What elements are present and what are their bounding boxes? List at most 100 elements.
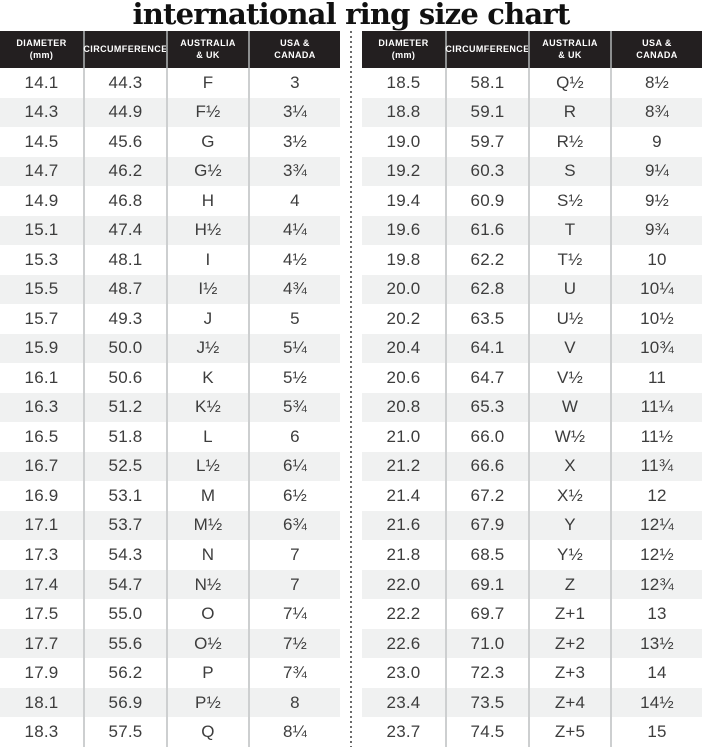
table-cell: 14½: [610, 687, 702, 718]
table-body: 14.1 44.3 F 3 14.3 44.9 F½ 3¼ 14.5 45.6 G 3½ 14.7 46.…: [0, 68, 340, 747]
table-cell: 12½: [610, 540, 702, 570]
table-row: 15.3 48.1 I 4½: [0, 245, 340, 275]
table-cell: 16.3: [24, 397, 59, 417]
table-cell: F½: [166, 97, 248, 128]
table-cell: G½: [166, 156, 248, 187]
table-row: 14.1 44.3 F 3: [0, 68, 340, 98]
ring-size-table-right: DIAMETER (mm) CIRCUMFERENCE AUSTRALIA & UK US…: [362, 31, 702, 747]
column-header: CIRCUMFERENCE: [83, 31, 167, 68]
table-cell: 19.4: [386, 190, 421, 210]
table-cell: 53.7: [83, 510, 166, 541]
column-header: AUSTRALIA & UK: [166, 31, 248, 68]
table-cell: 15.1: [24, 220, 59, 240]
table-row: 17.5 55.0 O 7¼: [0, 599, 340, 629]
table-cell: 3½: [248, 127, 340, 157]
table-cell: 10: [610, 245, 702, 275]
table-cell: 54.7: [83, 569, 166, 600]
table-cell: S: [528, 156, 610, 187]
table-cell: 9¼: [610, 156, 702, 187]
table-cell: 7: [248, 540, 340, 570]
table-cell: 18.3: [24, 722, 59, 742]
table-cell: 47.4: [83, 215, 166, 246]
table-cell: 60.9: [445, 186, 528, 216]
table-cell: M½: [166, 510, 248, 541]
table-cell: 55.0: [83, 599, 166, 629]
table-row: 21.0 66.0 W½ 11½: [362, 422, 702, 452]
table-row: 21.6 67.9 Y 12¼: [362, 510, 702, 541]
table-header-row: DIAMETER (mm) CIRCUMFERENCE AUSTRALIA & UK US…: [362, 31, 702, 68]
table-cell: 14.7: [24, 161, 59, 181]
table-cell: P: [166, 658, 248, 688]
table-cell: 17.1: [24, 515, 59, 535]
table-cell: 11¼: [610, 392, 702, 423]
table-row: 19.6 61.6 T 9¾: [362, 215, 702, 246]
table-cell: 14.9: [24, 190, 59, 210]
table-cell: 17.7: [24, 633, 59, 653]
table-cell: I½: [166, 274, 248, 305]
table-cell: 64.1: [445, 333, 528, 364]
table-cell: 15.5: [24, 279, 59, 299]
table-cell: 14.3: [24, 102, 59, 122]
table-cell: 44.9: [83, 97, 166, 128]
table-row: 14.3 44.9 F½ 3¼: [0, 97, 340, 128]
column-header: CIRCUMFERENCE: [445, 31, 529, 68]
table-cell: 20.8: [386, 397, 421, 417]
column-header: DIAMETER (mm): [16, 37, 67, 60]
table-cell: 68.5: [445, 540, 528, 570]
table-cell: 18.8: [386, 102, 421, 122]
table-cell: 19.2: [386, 161, 421, 181]
table-cell: 56.9: [83, 687, 166, 718]
table-cell: 23.4: [386, 692, 421, 712]
table-row: 20.2 63.5 U½ 10½: [362, 304, 702, 334]
table-row: 22.2 69.7 Z+1 13: [362, 599, 702, 629]
table-cell: N: [166, 540, 248, 570]
tables-container: DIAMETER (mm) CIRCUMFERENCE AUSTRALIA & UK US…: [0, 31, 702, 747]
table-cell: 21.6: [386, 515, 421, 535]
dotted-divider: [350, 31, 352, 747]
table-cell: 5: [248, 304, 340, 334]
table-cell: 18.1: [24, 692, 59, 712]
table-cell: 21.2: [386, 456, 421, 476]
table-row: 21.2 66.6 X 11¾: [362, 451, 702, 482]
column-header: USA & CANADA: [610, 31, 702, 68]
table-cell: 62.8: [445, 274, 528, 305]
table-row: 20.6 64.7 V½ 11: [362, 363, 702, 393]
table-cell: H½: [166, 215, 248, 246]
table-cell: U½: [528, 304, 610, 334]
table-cell: P½: [166, 687, 248, 718]
table-cell: 71.0: [445, 628, 528, 659]
table-cell: 65.3: [445, 392, 528, 423]
table-cell: 61.6: [445, 215, 528, 246]
table-row: 19.2 60.3 S 9¼: [362, 156, 702, 187]
table-cell: 22.2: [386, 604, 421, 624]
table-cell: 17.5: [24, 604, 59, 624]
table-cell: 12: [610, 481, 702, 511]
table-cell: Z+1: [528, 599, 610, 629]
table-body: 18.5 58.1 Q½ 8½ 18.8 59.1 R 8¾ 19.0 59.7 R½ 9 19.2 60…: [362, 68, 702, 747]
table-row: 16.9 53.1 M 6½: [0, 481, 340, 511]
table-row: 17.3 54.3 N 7: [0, 540, 340, 570]
table-cell: 74.5: [445, 717, 528, 747]
table-row: 14.9 46.8 H 4: [0, 186, 340, 216]
table-cell: R½: [528, 127, 610, 157]
table-cell: 20.2: [386, 308, 421, 328]
table-cell: 49.3: [83, 304, 166, 334]
table-cell: Z+3: [528, 658, 610, 688]
table-row: 19.8 62.2 T½ 10: [362, 245, 702, 275]
table-row: 15.5 48.7 I½ 4¾: [0, 274, 340, 305]
table-cell: M: [166, 481, 248, 511]
table-cell: L: [166, 422, 248, 452]
table-row: 19.4 60.9 S½ 9½: [362, 186, 702, 216]
table-cell: 7: [248, 569, 340, 600]
table-cell: O½: [166, 628, 248, 659]
table-cell: 9¾: [610, 215, 702, 246]
table-cell: N½: [166, 569, 248, 600]
table-row: 22.6 71.0 Z+2 13½: [362, 628, 702, 659]
table-cell: G: [166, 127, 248, 157]
table-cell: 14: [610, 658, 702, 688]
table-cell: 23.0: [386, 663, 421, 683]
table-cell: Y½: [528, 540, 610, 570]
table-cell: O: [166, 599, 248, 629]
table-cell: 4¾: [248, 274, 340, 305]
